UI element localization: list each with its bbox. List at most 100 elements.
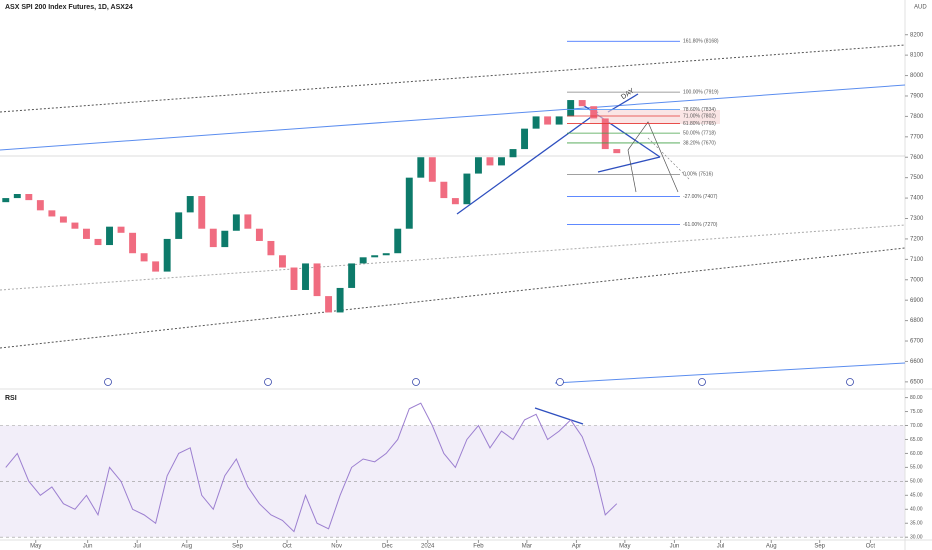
fib-label: 61.80% (7765) <box>683 121 716 127</box>
fib-label: 38.20% (7670) <box>683 140 716 146</box>
event-icon[interactable] <box>556 378 564 386</box>
candle <box>71 222 79 229</box>
candle <box>325 296 333 313</box>
channel-top <box>0 44 906 113</box>
trend-line <box>554 362 906 384</box>
fib-label: 100.00% (7919) <box>683 89 719 95</box>
candle <box>555 116 563 125</box>
candle <box>198 196 206 229</box>
y-tick-label: 6600 <box>910 359 924 365</box>
candle <box>578 100 586 107</box>
day-marker <box>607 93 639 113</box>
y-tick-label: 65.00 <box>910 437 923 443</box>
y-tick-label: 7400 <box>910 196 924 202</box>
channel-mid <box>0 84 906 151</box>
support-line <box>456 111 599 215</box>
candle <box>601 118 609 150</box>
candle <box>117 226 125 233</box>
x-tick-label: Nov <box>331 544 342 550</box>
x-tick-label: May <box>30 544 41 550</box>
candle <box>152 261 160 272</box>
y-tick-label: 80.00 <box>910 395 923 401</box>
x-tick-label: Jun <box>83 544 93 550</box>
candle <box>2 198 10 203</box>
fib-label: 0.00% (7516) <box>683 172 713 178</box>
event-icon[interactable] <box>846 378 854 386</box>
y-tick-label: 70.00 <box>910 423 923 429</box>
y-tick-label: 75.00 <box>910 409 923 415</box>
candle <box>290 267 298 290</box>
fib-label: -27.00% (7407) <box>683 194 718 200</box>
rsi-line <box>5 402 618 533</box>
event-icon[interactable] <box>698 378 706 386</box>
candle <box>209 228 217 248</box>
y-tick-label: 6800 <box>910 318 924 324</box>
x-tick-label: Sep <box>814 544 825 550</box>
projection-dash <box>647 137 691 181</box>
candle <box>486 157 494 166</box>
candle <box>451 198 459 205</box>
currency: AUD <box>914 5 927 11</box>
x-tick-label: Mar <box>522 544 532 550</box>
event-icons <box>104 378 854 386</box>
x-tick-label: Oct <box>866 544 876 550</box>
y-tick-label: 6500 <box>910 379 924 385</box>
y-tick-label: 60.00 <box>910 451 923 457</box>
candle <box>278 255 286 268</box>
triangle-bottom <box>597 156 661 173</box>
x-tick-label: Jun <box>670 544 680 550</box>
candle <box>232 214 240 231</box>
candle <box>567 100 575 117</box>
candle <box>509 149 517 158</box>
candle <box>613 149 621 154</box>
y-tick-label: 35.00 <box>910 521 923 527</box>
y-tick-label: 7500 <box>910 175 924 181</box>
candle <box>532 116 540 129</box>
fib-label: 78.60% (7834) <box>683 107 716 113</box>
fib-label: 71.00% (7802) <box>683 113 716 119</box>
y-tick-label: 55.00 <box>910 465 923 471</box>
y-tick-label: 7600 <box>910 155 924 161</box>
y-tick-label: 8000 <box>910 73 924 79</box>
candle <box>129 232 137 254</box>
y-tick-label: 7100 <box>910 257 924 263</box>
fib-label: 50.00% (7718) <box>683 130 716 136</box>
candle <box>463 173 471 205</box>
y-tick-label: 50.00 <box>910 479 923 485</box>
event-icon[interactable] <box>264 378 272 386</box>
candle <box>106 226 113 246</box>
y-tick-label: 7700 <box>910 134 924 140</box>
x-tick-label: May <box>619 544 630 550</box>
x-tick-label: Sep <box>232 544 243 550</box>
candle <box>255 228 263 241</box>
candle <box>13 194 21 199</box>
candle <box>267 240 275 256</box>
event-icon[interactable] <box>412 378 420 386</box>
candle <box>371 255 379 258</box>
y-tick-label: 7900 <box>910 94 924 100</box>
event-icon[interactable] <box>104 378 112 386</box>
resistance-zone <box>590 110 720 124</box>
x-tick-label: Oct <box>282 544 292 550</box>
y-tick-label: 7000 <box>910 277 924 283</box>
candle <box>359 257 367 264</box>
y-tick-label: 7200 <box>910 237 924 243</box>
y-tick-label: 8200 <box>910 32 924 38</box>
drawings <box>0 44 906 425</box>
candle <box>94 238 102 246</box>
chart-title: ASX SPI 200 Index Futures, 1D, ASX24 <box>5 4 133 11</box>
candle <box>48 210 56 217</box>
candle <box>348 263 356 288</box>
y-tick-label: 6700 <box>910 339 924 345</box>
candle <box>186 196 194 213</box>
fib-label: 161.80% (8168) <box>683 39 719 45</box>
fib-label: -61.00% (7270) <box>683 222 718 228</box>
candle <box>382 253 390 256</box>
candle <box>244 214 252 229</box>
candle <box>394 228 402 254</box>
candle <box>428 157 436 182</box>
candle <box>544 116 552 125</box>
y-tick-label: 6900 <box>910 298 924 304</box>
candle <box>221 230 229 248</box>
